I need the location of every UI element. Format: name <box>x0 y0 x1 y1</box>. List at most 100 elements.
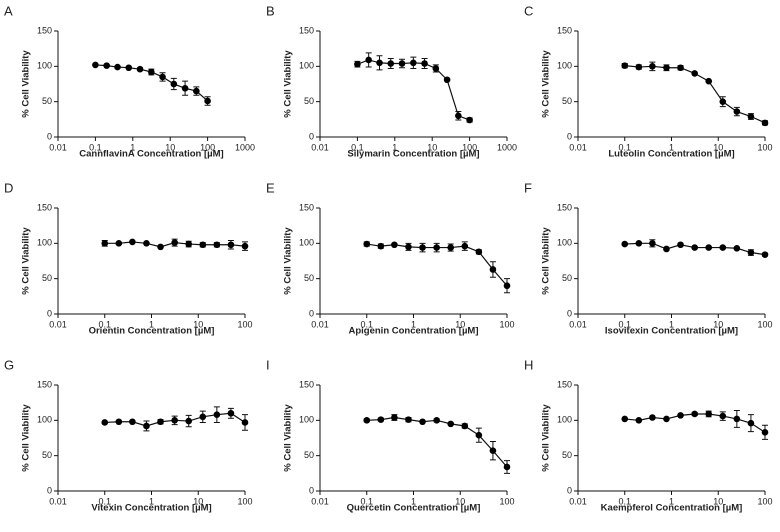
y-tick-label: 100 <box>299 61 314 71</box>
point <box>663 64 670 72</box>
point <box>503 282 511 290</box>
y-tick-label: 150 <box>299 25 314 35</box>
point <box>405 416 412 423</box>
x-tick-label: 100 <box>200 142 215 152</box>
x-tick-label: 0.1 <box>360 319 373 329</box>
point <box>621 62 629 69</box>
point <box>475 248 483 256</box>
point <box>377 416 385 423</box>
x-tick-label: 0.01 <box>49 319 67 329</box>
panel-label: H <box>524 357 533 372</box>
point <box>181 84 189 92</box>
point <box>101 419 109 426</box>
point <box>719 244 727 251</box>
y-tick-label: 0 <box>567 485 572 495</box>
point <box>387 60 395 67</box>
point <box>621 415 629 423</box>
x-tick-label: 1 <box>411 496 416 506</box>
point <box>419 244 426 251</box>
x-tick-label: 0.1 <box>98 496 111 506</box>
x-tick-label: 1 <box>149 496 154 506</box>
point <box>733 244 741 252</box>
point <box>363 240 371 248</box>
x-tick-label: 100 <box>757 142 772 152</box>
point <box>376 59 383 67</box>
point <box>241 242 249 250</box>
point <box>705 244 713 251</box>
y-tick-label: 50 <box>42 96 52 106</box>
x-tick-label: 10 <box>193 319 203 329</box>
point <box>213 411 221 418</box>
panel-label: G <box>4 357 14 372</box>
point <box>677 64 684 72</box>
x-tick-label: 0.1 <box>618 319 631 329</box>
point <box>649 240 656 247</box>
point <box>691 410 698 418</box>
x-tick-label: 0.1 <box>351 142 364 152</box>
point <box>466 116 473 124</box>
point <box>432 65 440 72</box>
x-tick-label: 0.1 <box>89 142 102 152</box>
x-tick-label: 0.01 <box>311 142 329 152</box>
x-axis-label: Silymarin Concentration [µM] <box>347 149 479 160</box>
x-tick-label: 0.1 <box>98 319 111 329</box>
y-tick-label: 50 <box>304 273 314 283</box>
x-tick-label: 0.1 <box>618 142 631 152</box>
y-tick-label: 50 <box>304 450 314 460</box>
point <box>185 417 193 425</box>
x-tick-label: 0.01 <box>569 496 587 506</box>
y-axis-label: % Cell Viability <box>283 227 294 295</box>
panel-label: I <box>266 357 270 372</box>
point <box>649 414 656 421</box>
curve <box>366 416 508 468</box>
y-tick-label: 150 <box>557 25 572 35</box>
point <box>663 415 670 423</box>
point <box>761 119 769 127</box>
point <box>125 64 133 72</box>
point <box>391 414 398 421</box>
x-tick-label: 100 <box>237 319 252 329</box>
point <box>103 62 110 69</box>
point <box>354 60 361 68</box>
point <box>204 97 211 105</box>
point <box>157 243 164 251</box>
point <box>747 419 755 427</box>
x-tick-label: 0.1 <box>618 496 631 506</box>
point <box>705 77 713 85</box>
y-tick-label: 150 <box>37 25 52 35</box>
x-tick-label: 0.01 <box>569 319 587 329</box>
point <box>503 463 511 471</box>
x-axis-label: Orientin Concentration [µM] <box>89 326 215 337</box>
curve <box>357 59 470 121</box>
x-axis-label: Luteolin Concentration [µM] <box>608 149 734 160</box>
x-tick-label: 1 <box>392 142 397 152</box>
y-tick-label: 0 <box>309 131 314 141</box>
x-tick-label: 10 <box>165 142 175 152</box>
y-axis-label: % Cell Viability <box>283 404 294 472</box>
point <box>691 244 698 251</box>
point <box>365 56 372 64</box>
point <box>159 73 166 81</box>
y-axis-label: % Cell Viability <box>541 50 552 118</box>
panel-label: D <box>4 180 13 195</box>
x-tick-label: 0.1 <box>360 496 373 506</box>
point <box>443 76 451 84</box>
y-tick-label: 0 <box>309 485 314 495</box>
y-axis-label: % Cell Viability <box>21 227 32 295</box>
point <box>363 417 371 424</box>
x-tick-label: 100 <box>757 496 772 506</box>
x-tick-label: 1 <box>669 319 674 329</box>
y-tick-label: 50 <box>304 96 314 106</box>
y-tick-label: 100 <box>299 415 314 425</box>
point <box>157 418 164 426</box>
point <box>677 241 684 249</box>
point <box>677 412 684 419</box>
point <box>171 417 178 424</box>
x-tick-label: 10 <box>713 496 723 506</box>
point <box>193 87 200 95</box>
y-axis-label: % Cell Viability <box>21 50 32 118</box>
point <box>761 251 769 258</box>
x-tick-label: 10 <box>713 142 723 152</box>
point <box>691 70 698 77</box>
x-axis-label: CannflavinA Concentration [µM] <box>79 149 223 160</box>
